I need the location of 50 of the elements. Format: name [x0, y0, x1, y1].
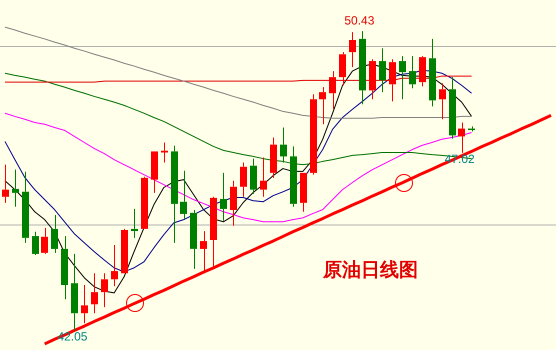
candlestick: [319, 86, 326, 125]
candlestick: [458, 122, 465, 154]
candlestick: [290, 146, 297, 208]
candlestick: [250, 158, 257, 194]
candlestick: [449, 76, 456, 140]
candlestick: [369, 58, 376, 100]
candlestick: [409, 56, 416, 89]
candlestick: [190, 210, 197, 270]
candlestick: [41, 227, 48, 254]
candlestick: [260, 157, 267, 198]
candlestick: [2, 164, 9, 204]
annotation: 50.43: [344, 13, 375, 28]
candlestick: [359, 30, 366, 105]
candlestick: [32, 231, 39, 256]
candlestick: [121, 228, 128, 274]
candlestick: [12, 169, 19, 208]
candlestick: [161, 142, 168, 163]
candlestick: [51, 214, 58, 254]
candlestick: [171, 145, 178, 244]
candlestick: [61, 236, 68, 300]
candlestick: [329, 70, 336, 110]
candlestick: [379, 48, 386, 93]
candlestick: [240, 162, 247, 198]
candlestick: [349, 32, 356, 68]
candlestick: [180, 170, 187, 220]
candlestick: [141, 176, 148, 229]
candlestick: [280, 127, 287, 163]
candlestick: [131, 208, 138, 238]
candlestick: [220, 172, 227, 222]
candlestick: [399, 56, 406, 100]
candlestick: [300, 172, 307, 212]
text: 原油日线图: [323, 259, 418, 283]
candlestick: [22, 171, 29, 244]
candlestick: [151, 151, 158, 194]
candlestick: [91, 272, 98, 314]
candlestick: [339, 52, 346, 86]
candlestick: [81, 284, 88, 324]
candlestick: [101, 272, 108, 308]
candlestick: [111, 244, 118, 287]
candlestick: [429, 38, 436, 107]
candlestick: [71, 253, 78, 331]
candlestick: [468, 126, 475, 132]
candlestick: [230, 180, 237, 226]
candlestick: [270, 137, 277, 178]
candlestick: [200, 230, 207, 274]
candlestick: [389, 58, 396, 102]
candlestick: [419, 56, 426, 87]
candlestick: [439, 82, 446, 120]
candlestick: [310, 94, 317, 176]
candlestick: [210, 196, 217, 269]
